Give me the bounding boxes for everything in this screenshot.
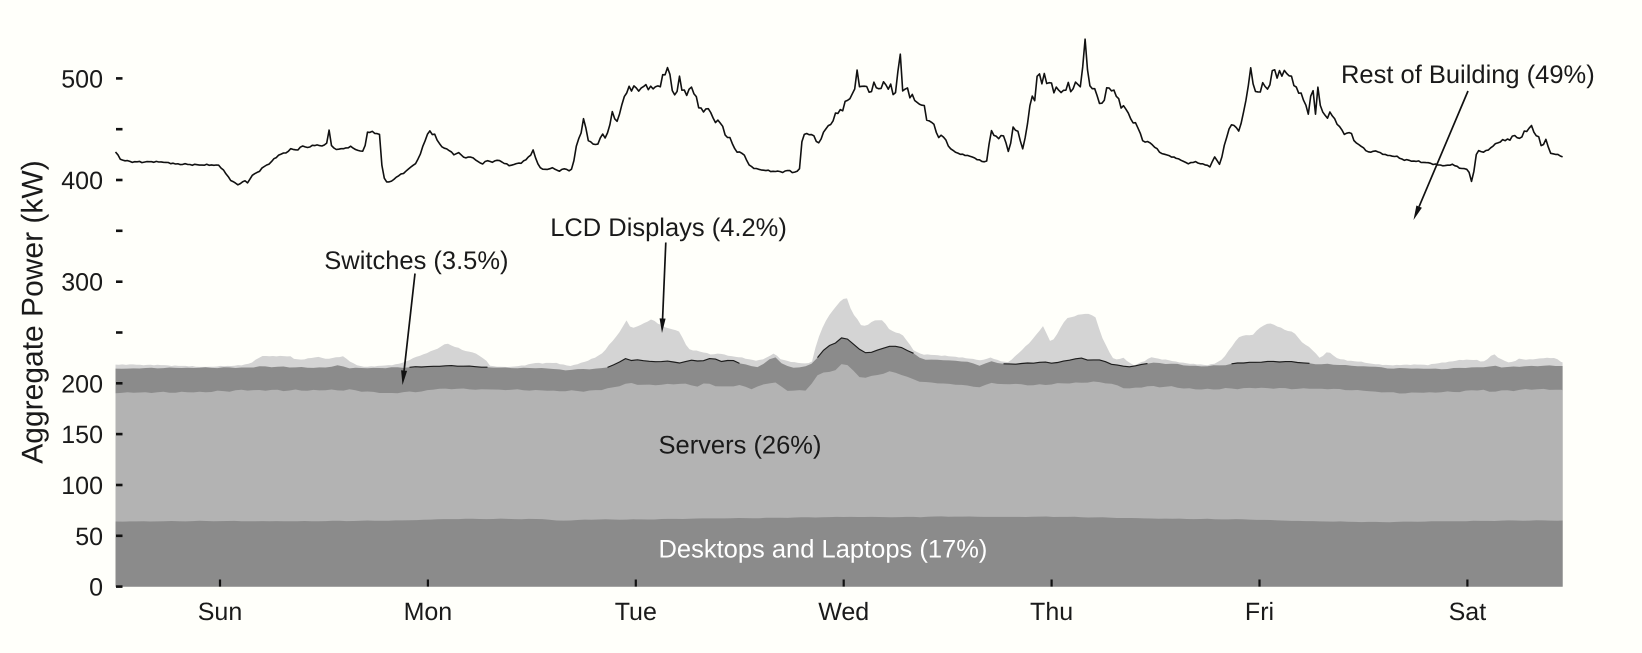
- svg-text:50: 50: [75, 523, 103, 551]
- svg-text:400: 400: [61, 167, 103, 195]
- svg-text:500: 500: [61, 65, 103, 93]
- svg-text:Servers (26%): Servers (26%): [659, 431, 822, 459]
- svg-text:100: 100: [61, 472, 103, 500]
- svg-text:Fri: Fri: [1245, 598, 1274, 626]
- svg-text:LCD Displays (4.2%): LCD Displays (4.2%): [550, 214, 787, 242]
- svg-text:Sat: Sat: [1449, 598, 1487, 626]
- svg-text:Desktops and Laptops (17%): Desktops and Laptops (17%): [659, 536, 988, 564]
- svg-text:Mon: Mon: [404, 598, 453, 626]
- svg-text:Tue: Tue: [615, 598, 657, 626]
- svg-text:Wed: Wed: [818, 598, 869, 626]
- svg-text:Aggregate Power (kW): Aggregate Power (kW): [17, 160, 50, 463]
- svg-text:Sun: Sun: [198, 598, 242, 626]
- svg-text:200: 200: [61, 370, 103, 398]
- svg-text:300: 300: [61, 269, 103, 297]
- svg-text:150: 150: [61, 421, 103, 449]
- svg-text:Rest of Building (49%): Rest of Building (49%): [1341, 61, 1595, 89]
- svg-text:0: 0: [89, 574, 103, 602]
- svg-text:Thu: Thu: [1030, 598, 1073, 626]
- svg-text:Switches (3.5%): Switches (3.5%): [324, 247, 508, 275]
